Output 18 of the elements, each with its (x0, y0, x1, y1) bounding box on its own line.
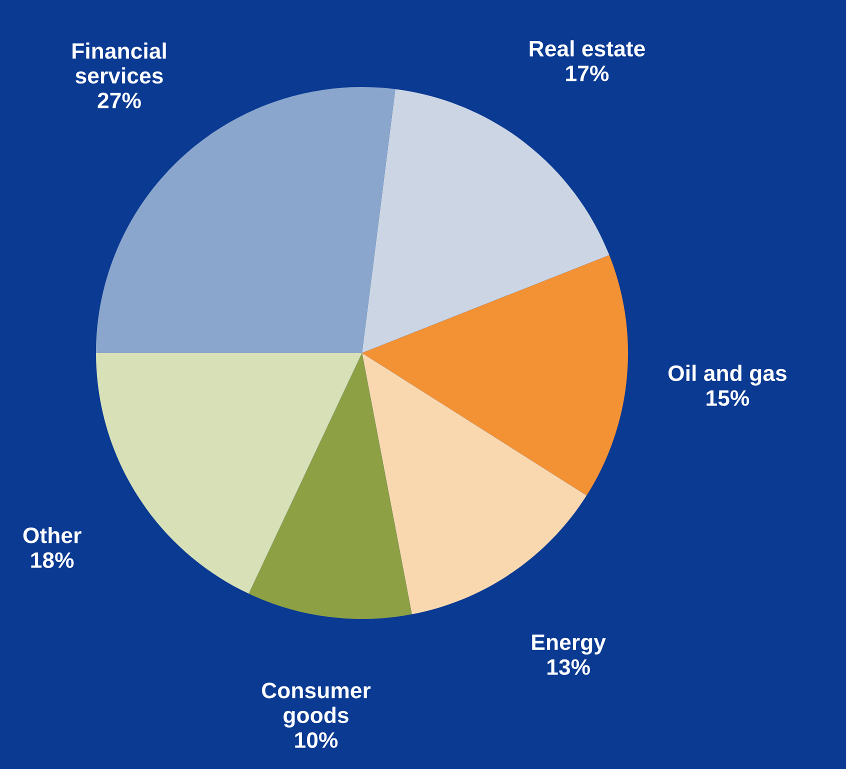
pie-slice (362, 353, 587, 614)
slice-label: Real estate (530, 40, 645, 57)
slice-label: Oil and gas (668, 364, 786, 386)
slice-label: Energy (532, 634, 606, 655)
data-label: 13% (547, 659, 590, 675)
data-label: 10% (295, 732, 338, 748)
slice-label: Financial services (72, 42, 166, 84)
data-label: 18% (31, 552, 74, 568)
pie-slice (96, 353, 362, 594)
pie-slice (96, 87, 396, 353)
data-label: 27% (98, 92, 141, 108)
slice-label: Other (23, 526, 82, 544)
data-label: 17% (566, 66, 609, 82)
pie-slice (362, 89, 610, 353)
pie-slice (248, 353, 412, 619)
slice-label: Consumer goods (262, 682, 371, 728)
data-label: 15% (706, 390, 750, 406)
pie-slice (362, 255, 628, 496)
